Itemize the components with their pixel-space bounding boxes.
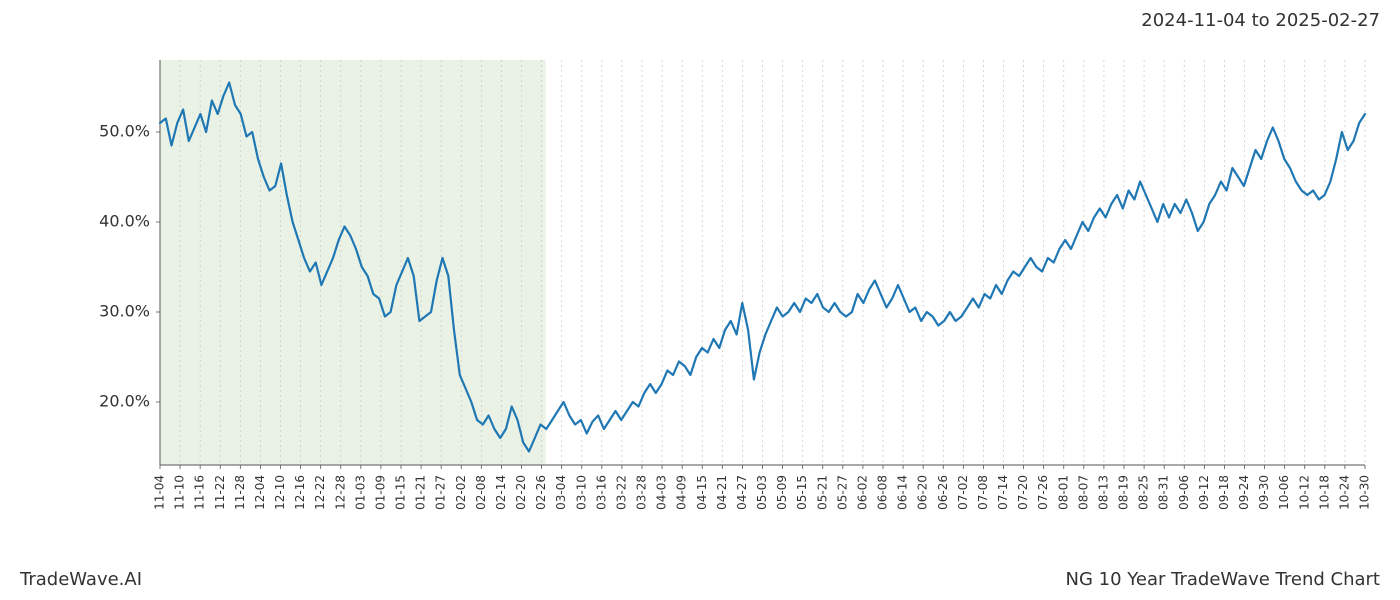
x-tick-label: 03-22 [614, 475, 628, 510]
x-tick-label: 10-12 [1297, 475, 1311, 510]
x-tick-label: 04-09 [675, 475, 689, 510]
x-tick-label: 06-26 [936, 475, 950, 510]
x-tick-label: 09-06 [1177, 475, 1191, 510]
x-tick-label: 06-14 [896, 475, 910, 510]
x-tick-label: 12-04 [253, 475, 267, 510]
x-tick-label: 01-27 [434, 475, 448, 510]
x-tick-label: 06-02 [855, 475, 869, 510]
x-tick-label: 10-24 [1337, 475, 1351, 510]
chart-svg: 11-04 11-10 11-16 11-22 11-28 12-04 12-10 12-16… [50, 55, 1380, 545]
x-tick-label: 06-08 [876, 475, 890, 510]
x-tick-label: 12-16 [293, 475, 307, 510]
x-tick-label: 07-08 [976, 475, 990, 510]
x-tick-label: 05-21 [815, 475, 829, 510]
x-tick-label: 11-22 [213, 475, 227, 510]
x-tick-label: 07-14 [996, 475, 1010, 510]
x-tick-label: 02-08 [474, 475, 488, 510]
chart-title: NG 10 Year TradeWave Trend Chart [1066, 569, 1380, 590]
x-tick-label: 03-16 [594, 475, 608, 510]
x-tick-label: 02-20 [514, 475, 528, 510]
y-tick-label: 40.0% [99, 212, 150, 231]
x-tick-label: 01-21 [414, 475, 428, 510]
x-tick-label: 01-09 [373, 475, 387, 510]
x-tick-label: 10-06 [1277, 475, 1291, 510]
x-tick-label: 08-07 [1076, 475, 1090, 510]
y-tick-label: 20.0% [99, 392, 150, 411]
x-tick-label: 11-04 [153, 475, 167, 510]
x-tick-label: 07-02 [956, 475, 970, 510]
x-tick-label: 02-14 [494, 475, 508, 510]
x-tick-label: 03-28 [635, 475, 649, 510]
x-tick-label: 04-21 [715, 475, 729, 510]
x-tick-label: 06-20 [916, 475, 930, 510]
x-tick-label: 01-15 [394, 475, 408, 510]
x-tick-label: 11-28 [233, 475, 247, 510]
x-tick-label: 04-15 [695, 475, 709, 510]
x-tick-label: 08-13 [1096, 475, 1110, 510]
x-tick-label: 10-18 [1317, 475, 1331, 510]
x-tick-label: 02-02 [454, 475, 468, 510]
x-tick-label: 04-03 [655, 475, 669, 510]
x-tick-label: 09-12 [1197, 475, 1211, 510]
y-tick-label: 50.0% [99, 122, 150, 141]
x-tick-label: 09-24 [1237, 475, 1251, 510]
x-tick-label: 07-26 [1036, 475, 1050, 510]
x-tick-label: 12-28 [333, 475, 347, 510]
trend-chart: 11-04 11-10 11-16 11-22 11-28 12-04 12-10 12-16… [50, 55, 1380, 545]
x-tick-label: 09-18 [1217, 475, 1231, 510]
x-tick-label: 08-31 [1157, 475, 1171, 510]
x-tick-label: 05-03 [755, 475, 769, 510]
x-tick-label: 01-03 [353, 475, 367, 510]
x-tick-label: 03-10 [574, 475, 588, 510]
x-tick-label: 04-27 [735, 475, 749, 510]
x-tick-label: 08-19 [1117, 475, 1131, 510]
date-range-label: 2024-11-04 to 2025-02-27 [1141, 10, 1380, 31]
x-tick-label: 08-01 [1056, 475, 1070, 510]
x-tick-label: 11-10 [173, 475, 187, 510]
x-tick-label: 09-30 [1257, 475, 1271, 510]
x-tick-label: 08-25 [1137, 475, 1151, 510]
x-tick-label: 12-10 [273, 475, 287, 510]
x-tick-label: 10-30 [1358, 475, 1372, 510]
x-tick-label: 12-22 [313, 475, 327, 510]
x-tick-label: 05-09 [775, 475, 789, 510]
x-tick-label: 03-04 [554, 475, 568, 510]
x-tick-label: 07-20 [1016, 475, 1030, 510]
x-tick-label: 05-27 [835, 475, 849, 510]
y-tick-label: 30.0% [99, 302, 150, 321]
x-tick-label: 05-15 [795, 475, 809, 510]
x-tick-label: 11-16 [193, 475, 207, 510]
brand-label: TradeWave.AI [20, 569, 142, 590]
x-tick-label: 02-26 [534, 475, 548, 510]
